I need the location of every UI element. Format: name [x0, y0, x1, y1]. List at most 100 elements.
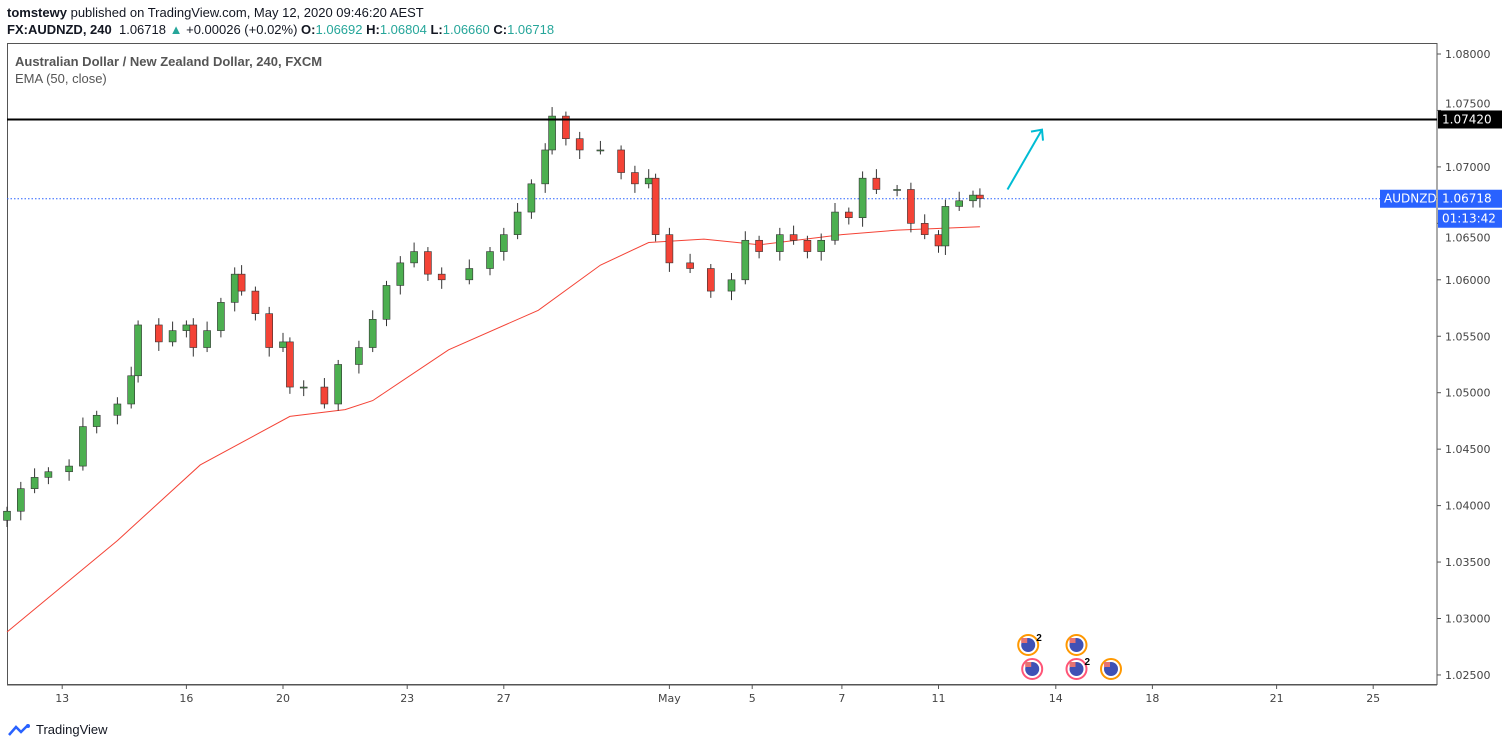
open-label: O:	[301, 22, 316, 37]
time-tick-label: 11	[932, 692, 946, 705]
candle-up	[368, 319, 377, 348]
candle-up	[527, 183, 536, 213]
time-tick-label: 5	[749, 692, 756, 705]
candle-up	[644, 177, 653, 185]
price-tick-label: 1.07500	[1445, 97, 1491, 110]
flag-union-icon	[1025, 662, 1032, 667]
trend-arrow	[1006, 129, 1043, 190]
price-tick-label: 1.06000	[1445, 274, 1491, 287]
price-tick-label: 1.03500	[1445, 556, 1491, 569]
arrow-head-icon	[1030, 128, 1044, 141]
candle-up	[727, 279, 736, 292]
candle-down	[651, 177, 660, 235]
candle-down	[686, 262, 694, 269]
footer-brand[interactable]: TradingView	[8, 722, 108, 737]
candle-down	[803, 239, 812, 252]
current-price-label: 1.06718	[1442, 192, 1492, 206]
candle-up	[65, 465, 73, 473]
candle-up	[334, 364, 343, 405]
candle-up	[127, 375, 135, 405]
candle-up	[548, 115, 556, 151]
candle-up	[355, 347, 363, 365]
candle-up	[217, 302, 225, 331]
price-tick-label: 1.02500	[1445, 669, 1491, 682]
time-tick-label: 13	[55, 692, 69, 705]
candle-down	[755, 239, 763, 252]
candle-up	[79, 426, 87, 467]
price-tick-label: 1.08000	[1445, 48, 1491, 61]
publish-info: tomstewy published on TradingView.com, M…	[7, 5, 424, 20]
change: +0.00026 (+0.02%)	[186, 22, 298, 37]
candle-up	[279, 341, 287, 348]
symbol-info: FX:AUDNZD, 240 1.06718 ▲ +0.00026 (+0.02…	[7, 22, 554, 37]
candle-up	[775, 234, 784, 252]
price-tick-label: 1.04000	[1445, 500, 1491, 513]
time-tick-label: 25	[1366, 692, 1380, 705]
candle-down	[631, 172, 639, 185]
time-tick-label: 7	[838, 692, 845, 705]
time-tick-label: 23	[400, 692, 414, 705]
time-tick-label: 20	[276, 692, 290, 705]
legend-title: Australian Dollar / New Zealand Dollar, …	[15, 54, 323, 69]
candle-up	[513, 211, 522, 235]
tradingview-logo-icon	[8, 723, 30, 736]
candle-down	[665, 234, 674, 264]
candle-up	[134, 324, 142, 377]
candle-down	[562, 115, 570, 139]
candle-up	[230, 273, 239, 303]
legend-indicator[interactable]: EMA (50, close)	[15, 71, 107, 86]
last-price: 1.06718	[118, 22, 166, 37]
candle-down	[424, 251, 432, 275]
candle-up	[486, 251, 494, 269]
flag-union-icon	[1069, 662, 1076, 667]
price-tick-label: 1.07000	[1445, 161, 1491, 174]
high-label: H:	[366, 22, 380, 37]
time-tick-label: 18	[1145, 692, 1159, 705]
candle-up	[893, 189, 901, 191]
candle-up	[203, 330, 211, 348]
symbol: FX:AUDNZD, 240	[7, 22, 112, 37]
price-tick-label: 1.06500	[1445, 232, 1491, 245]
up-triangle-icon: ▲	[169, 22, 183, 37]
time-tick-label: 14	[1049, 692, 1063, 705]
time-tick-label: May	[658, 692, 681, 705]
candle-up	[465, 268, 474, 281]
publish-text: published on TradingView.com, May 12, 20…	[70, 5, 424, 20]
current-price-label-bg	[1438, 189, 1502, 208]
chart-legend: Australian Dollar / New Zealand Dollar, …	[15, 53, 322, 87]
close-value: 1.06718	[507, 22, 555, 37]
candle-down	[320, 386, 329, 405]
candle-down	[251, 290, 260, 314]
candle-up	[299, 386, 308, 389]
candle-down	[706, 268, 715, 292]
flag-union-icon	[1021, 638, 1028, 643]
candle-up	[168, 330, 177, 343]
candle-down	[920, 223, 929, 235]
candle-down	[237, 273, 246, 292]
candle-down	[976, 194, 984, 199]
candle-down	[789, 234, 798, 241]
author: tomstewy	[7, 5, 67, 20]
bar-countdown-label: 01:13:42	[1442, 212, 1496, 226]
symbol-tag: AUDNZD	[1384, 192, 1437, 206]
candle-up	[30, 477, 39, 489]
candle-up	[955, 200, 964, 207]
candle-up	[741, 239, 750, 281]
price-tick-label: 1.05500	[1445, 330, 1491, 343]
price-tick-label: 1.03000	[1445, 613, 1491, 626]
event-count: 2	[1085, 657, 1091, 668]
event-count: 2	[1036, 633, 1042, 644]
candle-up	[817, 239, 826, 252]
candle-down	[437, 273, 446, 281]
candle-up	[969, 194, 977, 202]
time-tick-label: 21	[1270, 692, 1284, 705]
candle-up	[382, 285, 391, 320]
candle-up	[182, 324, 191, 331]
candle-up	[499, 234, 508, 252]
open-value: 1.06692	[315, 22, 363, 37]
candle-up	[831, 211, 839, 241]
time-tick-label: 27	[497, 692, 511, 705]
candle-up	[596, 149, 605, 152]
candle-down	[286, 341, 294, 388]
resistance-price-label: 1.07420	[1442, 112, 1492, 126]
